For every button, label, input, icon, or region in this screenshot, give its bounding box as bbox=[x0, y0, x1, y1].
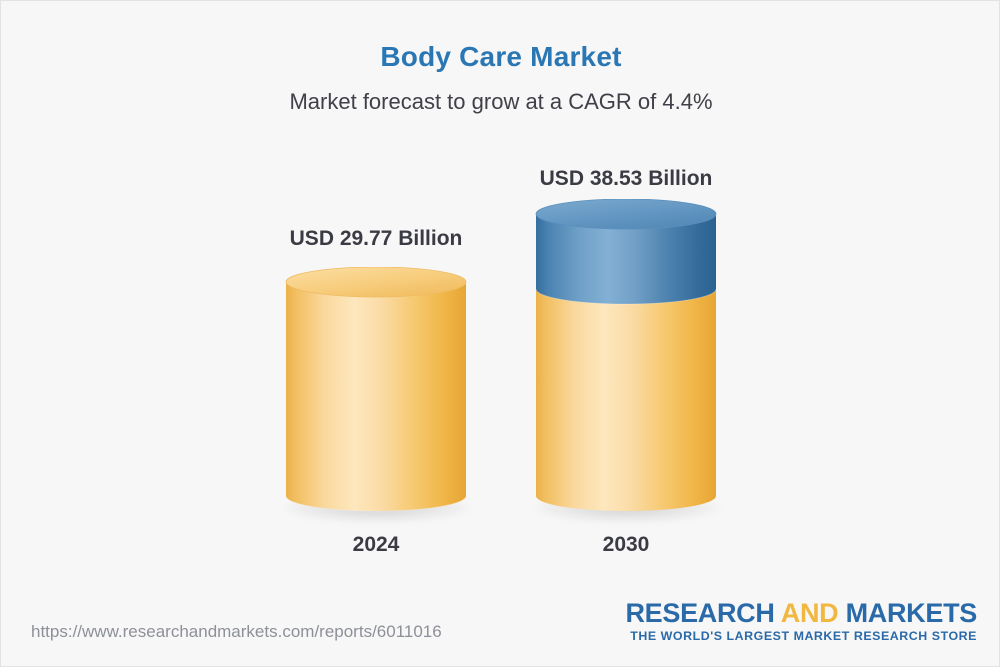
logo-wordmark: RESEARCH AND MARKETS bbox=[625, 599, 977, 627]
value-label-2030: USD 38.53 Billion bbox=[539, 167, 713, 190]
cylinder-2030 bbox=[535, 199, 717, 511]
source-url[interactable]: https://www.researchandmarkets.com/repor… bbox=[31, 622, 442, 641]
cylinder-2024 bbox=[285, 267, 467, 512]
logo-text-and: AND bbox=[780, 598, 839, 628]
chart-plot-area: USD 29.77 Billion bbox=[1, 1, 999, 601]
logo-tagline: THE WORLD'S LARGEST MARKET RESEARCH STOR… bbox=[630, 629, 977, 644]
logo-text-research: RESEARCH bbox=[625, 598, 781, 628]
research-and-markets-logo[interactable]: RESEARCH AND MARKETS THE WORLD'S LARGEST… bbox=[625, 599, 977, 644]
page-title: Body Care Market bbox=[380, 41, 622, 72]
category-label-2024: 2024 bbox=[352, 533, 400, 556]
category-label-2030: 2030 bbox=[602, 533, 650, 556]
value-label-2024: USD 29.77 Billion bbox=[289, 227, 463, 250]
logo-text-markets: MARKETS bbox=[838, 598, 978, 628]
chart-subtitle: Market forecast to grow at a CAGR of 4.4… bbox=[289, 89, 713, 114]
